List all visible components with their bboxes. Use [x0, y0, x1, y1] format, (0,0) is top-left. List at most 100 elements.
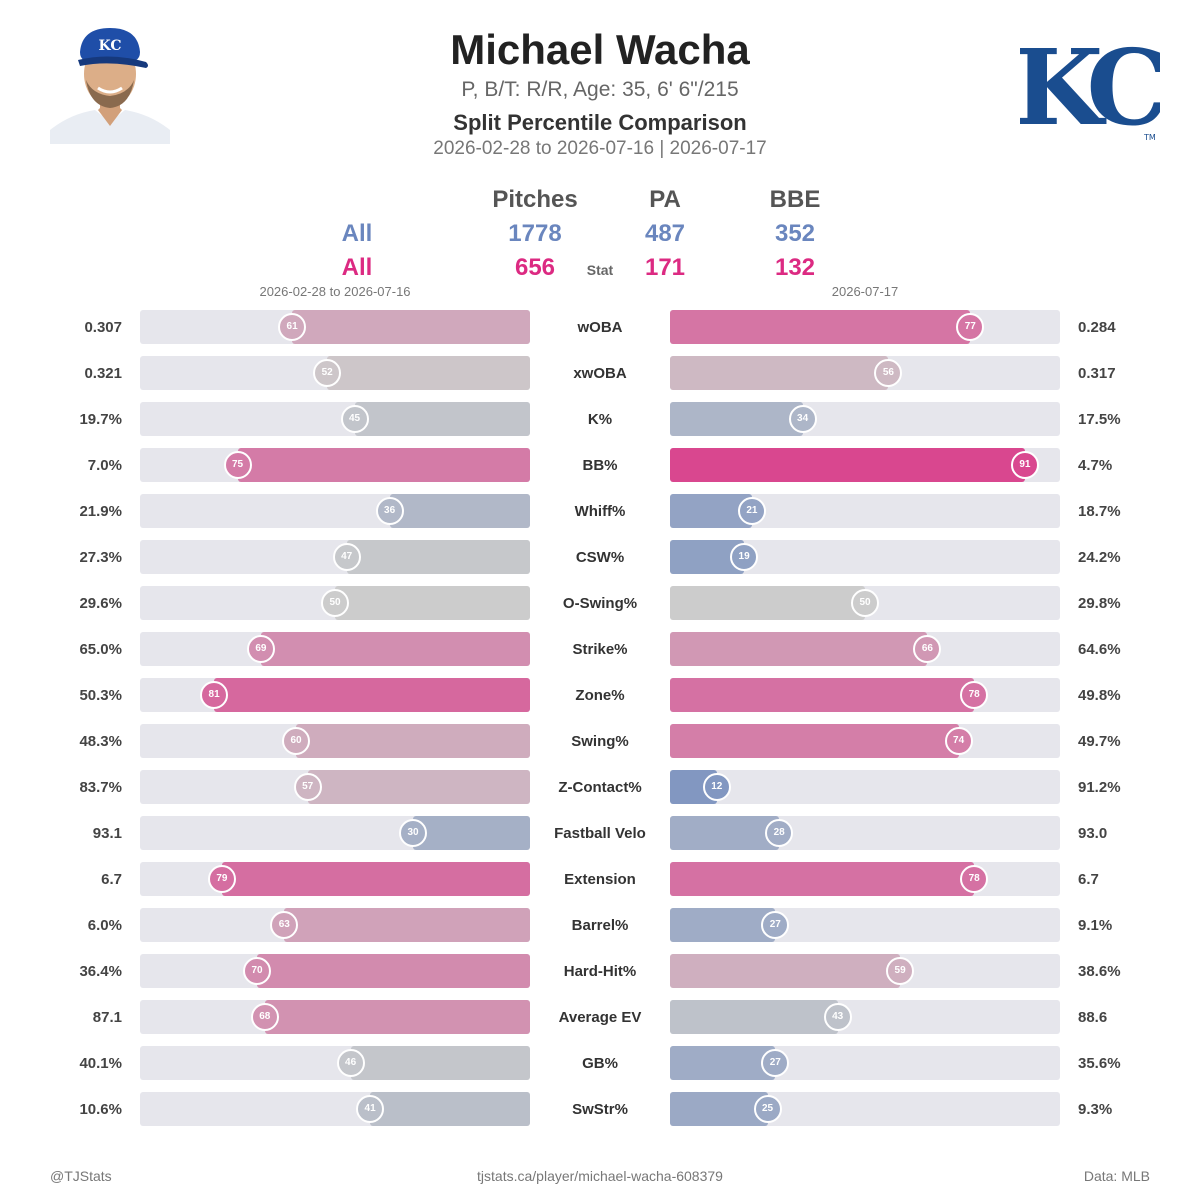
left-percentile-bar — [296, 724, 530, 758]
left-percentile-track: 63 — [140, 908, 530, 942]
right-percentile-marker: 91 — [1010, 451, 1039, 479]
left-percentile-track: 60 — [140, 724, 530, 758]
left-percentile-track: 41 — [140, 1092, 530, 1126]
left-percentile-bar — [264, 1000, 530, 1034]
right-percentile-bar — [670, 1000, 838, 1034]
left-percentile-marker: 46 — [336, 1049, 365, 1077]
left-pitches: 1778 — [508, 220, 562, 247]
right-pitches: 656 — [514, 254, 556, 281]
left-percentile-marker: 45 — [340, 405, 369, 433]
left-percentile-marker: 41 — [356, 1095, 385, 1123]
left-percentile-track: 57 — [140, 770, 530, 804]
right-percentile-bar — [670, 678, 975, 712]
right-percentile-marker: 66 — [913, 635, 942, 663]
right-percentile-bar — [670, 586, 865, 620]
player-photo: KC — [50, 22, 170, 144]
right-percentile-marker: 74 — [944, 727, 973, 755]
left-stat-value: 50.3% — [79, 687, 122, 704]
stat-label: Extension — [564, 871, 636, 888]
right-date-range: 2026-07-17 — [831, 284, 899, 299]
right-percentile-track: 78 — [670, 862, 1060, 896]
left-percentile-bar — [260, 632, 530, 666]
team-logo: KC TM — [1013, 20, 1179, 150]
left-percentile-marker: 79 — [207, 865, 236, 893]
left-percentile-bar — [284, 908, 530, 942]
left-percentile-marker: 68 — [250, 1003, 279, 1031]
right-percentile-bar — [670, 908, 776, 942]
left-percentile-marker: 52 — [313, 359, 342, 387]
left-percentile-bar — [370, 1092, 530, 1126]
right-split-label: All — [341, 254, 373, 281]
left-percentile-bar — [413, 816, 530, 850]
left-percentile-marker: 63 — [270, 911, 299, 939]
comparison-title: Split Percentile Comparison — [453, 110, 747, 135]
stat-label: SwStr% — [572, 1101, 628, 1118]
left-percentile-track: 75 — [140, 448, 530, 482]
left-percentile-marker: 60 — [282, 727, 310, 755]
footer-source: Data: MLB — [1083, 1168, 1150, 1184]
right-stat-value: 24.2% — [1078, 549, 1121, 566]
right-stat-value: 64.6% — [1078, 641, 1121, 658]
right-percentile-marker: 78 — [960, 865, 989, 893]
left-stat-value: 36.4% — [79, 963, 122, 980]
right-percentile-marker: 12 — [702, 773, 731, 801]
footer-handle: @TJStats — [50, 1168, 112, 1184]
footer-url: tjstats.ca/player/michael-wacha-608379 — [477, 1168, 723, 1184]
right-stat-value: 91.2% — [1078, 779, 1121, 796]
right-percentile-track: 28 — [670, 816, 1060, 850]
left-stat-value: 83.7% — [79, 779, 122, 796]
left-stat-value: 48.3% — [79, 733, 122, 750]
left-pa: 487 — [644, 220, 686, 247]
stat-label: K% — [587, 411, 613, 428]
left-percentile-track: 68 — [140, 1000, 530, 1034]
right-stat-value: 9.1% — [1078, 917, 1113, 934]
left-bbe: 352 — [774, 220, 816, 247]
right-stat-value: 9.3% — [1078, 1101, 1113, 1118]
left-stat-value: 0.321 — [84, 365, 122, 382]
right-percentile-track: 43 — [670, 1000, 1060, 1034]
right-percentile-bar — [670, 448, 1025, 482]
stat-label: Z-Contact% — [558, 779, 642, 796]
left-stat-value: 6.0% — [87, 917, 122, 934]
stat-label: Hard-Hit% — [563, 963, 637, 980]
left-percentile-bar — [292, 310, 530, 344]
right-percentile-track: 27 — [670, 908, 1060, 942]
stat-label: O-Swing% — [562, 595, 638, 612]
team-logo-text: KC — [1020, 26, 1160, 149]
right-bbe: 132 — [774, 254, 816, 281]
left-percentile-marker: 70 — [243, 957, 271, 985]
right-stat-value: 49.8% — [1078, 687, 1121, 704]
right-percentile-track: 66 — [670, 632, 1060, 666]
stat-label: Swing% — [571, 733, 629, 750]
player-name: Michael Wacha — [450, 26, 750, 73]
right-percentile-marker: 59 — [886, 957, 915, 985]
right-stat-value: 0.284 — [1078, 319, 1116, 336]
stat-label: Barrel% — [571, 917, 629, 934]
right-percentile-track: 27 — [670, 1046, 1060, 1080]
team-logo-trademark: TM — [1143, 133, 1156, 142]
left-percentile-marker: 30 — [399, 819, 427, 847]
left-percentile-marker: 36 — [375, 497, 404, 525]
right-percentile-track: 59 — [670, 954, 1060, 988]
left-percentile-bar — [237, 448, 530, 482]
right-percentile-track: 12 — [670, 770, 1060, 804]
column-header-pitches: Pitches — [492, 186, 578, 213]
left-percentile-bar — [346, 540, 530, 574]
left-percentile-marker: 57 — [293, 773, 322, 801]
stat-label: BB% — [582, 457, 618, 474]
svg-text:KC: KC — [99, 38, 122, 54]
right-stat-value: 93.0 — [1078, 825, 1108, 842]
stat-label: xwOBA — [573, 365, 627, 382]
right-percentile-bar — [670, 724, 959, 758]
right-percentile-track: 34 — [670, 402, 1060, 436]
left-percentile-track: 81 — [140, 678, 530, 712]
right-stat-value: 49.7% — [1078, 733, 1121, 750]
column-header-bbe: BBE — [769, 186, 821, 213]
right-stat-value: 6.7 — [1078, 871, 1099, 888]
right-percentile-marker: 77 — [956, 313, 985, 341]
left-percentile-track: 70 — [140, 954, 530, 988]
right-stat-value: 0.317 — [1078, 365, 1116, 382]
right-stat-value: 4.7% — [1078, 457, 1113, 474]
left-percentile-bar — [214, 678, 530, 712]
left-percentile-bar — [389, 494, 530, 528]
